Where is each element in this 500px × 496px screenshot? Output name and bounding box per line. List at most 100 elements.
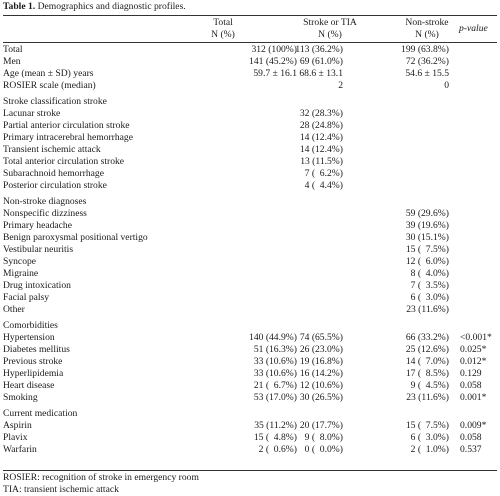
row-22-label: Comorbidities — [3, 320, 58, 331]
row-6-label: Partial anterior circulation stroke — [3, 120, 130, 131]
row-2-non-cell: 54.6 ± 15.5 — [405, 68, 449, 79]
header-nonstroke-line2: N (%) — [415, 29, 439, 40]
row-30-label: Aspirin — [3, 420, 32, 431]
row-24-stroke-cell: 26 (23.0%) — [299, 344, 343, 355]
row-24-label: Diabetes mellitus — [3, 344, 70, 355]
row-1-label: Men — [3, 56, 21, 67]
row-31-non-cell: 6 ( 3.0%) — [410, 432, 449, 443]
row-21-label: Other — [3, 304, 25, 315]
row-29-label: Current medication — [3, 408, 78, 419]
row-31-total-cell: 15 ( 4.8%) — [253, 432, 297, 443]
row-23-label: Hypertension — [3, 332, 55, 343]
row-26-p-cell: 0.129 — [460, 368, 482, 379]
row-17-label: Syncope — [3, 256, 37, 267]
row-9-stroke-cell: 13 (11.5%) — [300, 156, 343, 167]
row-32-label: Warfarin — [3, 444, 37, 455]
caption-text: Demographics and diagnostic profiles. — [35, 1, 186, 12]
header-stroke: Stroke or TIA N (%) — [290, 17, 370, 41]
row-7-label: Primary intracerebral hemorrhage — [3, 132, 133, 143]
header-total: Total N (%) — [183, 17, 263, 41]
row-2-total-cell: 59.7 ± 16.1 — [253, 68, 297, 79]
row-32-stroke-cell: 0 ( 0.0%) — [304, 444, 343, 455]
row-23-total-cell: 140 (44.9%) — [249, 332, 297, 343]
row-2-label: Age (mean ± SD) years — [3, 68, 94, 79]
row-27-stroke-cell: 12 (10.6%) — [299, 380, 343, 391]
bottom-rule — [3, 470, 497, 471]
row-27-label: Heart disease — [3, 380, 55, 391]
row-10-label: Subarachnoid hemorrhage — [3, 168, 104, 179]
row-20-label: Facial palsy — [3, 292, 50, 303]
row-30-stroke-cell: 20 (17.7%) — [299, 420, 343, 431]
row-17-non-cell: 12 ( 6.0%) — [405, 256, 449, 267]
row-6-stroke-cell: 28 (24.8%) — [299, 120, 343, 131]
row-3-non-cell: 0 — [444, 80, 449, 91]
header-stroke-line2: N (%) — [318, 29, 342, 40]
row-28-non-cell: 23 (11.6%) — [406, 392, 449, 403]
row-28-total-cell: 53 (17.0%) — [253, 392, 297, 403]
row-7-stroke-cell: 14 (12.4%) — [299, 132, 343, 143]
header-total-line2: N (%) — [211, 29, 235, 40]
header-rule — [3, 42, 497, 43]
row-4-label: Stroke classification stroke — [3, 96, 107, 107]
row-30-non-cell: 15 ( 7.5%) — [405, 420, 449, 431]
row-13-non-cell: 59 (29.6%) — [405, 208, 449, 219]
row-27-p-cell: 0.058 — [460, 380, 482, 391]
row-31-p-cell: 0.058 — [460, 432, 482, 443]
row-21-non-cell: 23 (11.6%) — [406, 304, 449, 315]
row-26-non-cell: 17 ( 8.5%) — [405, 368, 449, 379]
row-0-total-cell: 312 (100%) — [251, 44, 297, 55]
row-25-label: Previous stroke — [3, 356, 63, 367]
row-16-label: Vestibular neuritis — [3, 244, 74, 255]
row-25-total-cell: 33 (10.6%) — [253, 356, 297, 367]
row-25-p-cell: 0.012* — [460, 356, 487, 367]
row-12-label: Non-stroke diagnoses — [3, 196, 87, 207]
row-26-total-cell: 33 (10.6%) — [253, 368, 297, 379]
header-nonstroke: Non-stroke N (%) — [387, 17, 467, 41]
row-11-label: Posterior circulation stroke — [3, 180, 107, 191]
row-25-non-cell: 14 ( 7.0%) — [405, 356, 449, 367]
row-23-non-cell: 66 (33.2%) — [405, 332, 449, 343]
row-3-label: ROSIER scale (median) — [3, 80, 96, 91]
footnote-rosier: ROSIER: recognition of stroke in emergen… — [3, 472, 199, 483]
row-8-stroke-cell: 14 (12.4%) — [299, 144, 343, 155]
row-14-label: Primary headache — [3, 220, 72, 231]
row-14-non-cell: 39 (19.6%) — [405, 220, 449, 231]
row-26-stroke-cell: 16 (14.2%) — [299, 368, 343, 379]
row-23-stroke-cell: 74 (65.5%) — [299, 332, 343, 343]
row-32-non-cell: 2 ( 1.0%) — [410, 444, 449, 455]
row-27-non-cell: 9 ( 4.5%) — [410, 380, 449, 391]
row-25-stroke-cell: 19 (16.8%) — [299, 356, 343, 367]
row-1-total-cell: 141 (45.2%) — [249, 56, 297, 67]
row-16-non-cell: 15 ( 7.5%) — [405, 244, 449, 255]
header-stroke-line1: Stroke or TIA — [303, 17, 357, 28]
row-2-stroke-cell: 68.6 ± 13.1 — [299, 68, 343, 79]
row-8-label: Transient ischemic attack — [3, 144, 101, 155]
footnote-tia: TIA: transient ischemic attack — [3, 484, 119, 495]
row-20-non-cell: 6 ( 3.0%) — [410, 292, 449, 303]
row-31-label: Plavix — [3, 432, 28, 443]
header-total-line1: Total — [213, 17, 233, 28]
row-5-label: Lacunar stroke — [3, 108, 61, 119]
row-11-stroke-cell: 4 ( 4.4%) — [304, 180, 343, 191]
row-31-stroke-cell: 9 ( 8.0%) — [304, 432, 343, 443]
header-p-value: p-value — [459, 23, 488, 34]
top-rule — [3, 15, 497, 16]
row-30-p-cell: 0.009* — [460, 420, 487, 431]
row-18-non-cell: 8 ( 4.0%) — [410, 268, 449, 279]
row-0-label: Total — [3, 44, 23, 55]
row-9-label: Total anterior circulation stroke — [3, 156, 125, 167]
row-10-stroke-cell: 7 ( 6.2%) — [304, 168, 343, 179]
row-13-label: Nonspecific dizziness — [3, 208, 87, 219]
row-0-stroke-cell: 113 (36.2%) — [295, 44, 343, 55]
row-15-label: Benign paroxysmal positional vertigo — [3, 232, 148, 243]
row-30-total-cell: 35 (11.2%) — [254, 420, 297, 431]
header-nonstroke-line1: Non-stroke — [405, 17, 449, 28]
row-24-p-cell: 0.025* — [460, 344, 487, 355]
row-1-non-cell: 72 (36.2%) — [405, 56, 449, 67]
row-15-non-cell: 30 (15.1%) — [405, 232, 449, 243]
row-24-non-cell: 25 (12.6%) — [405, 344, 449, 355]
row-28-p-cell: 0.001* — [460, 392, 487, 403]
table-caption: Table 1. Demographics and diagnostic pro… — [3, 1, 186, 12]
row-18-label: Migraine — [3, 268, 39, 279]
row-26-label: Hyperlipidemia — [3, 368, 64, 379]
